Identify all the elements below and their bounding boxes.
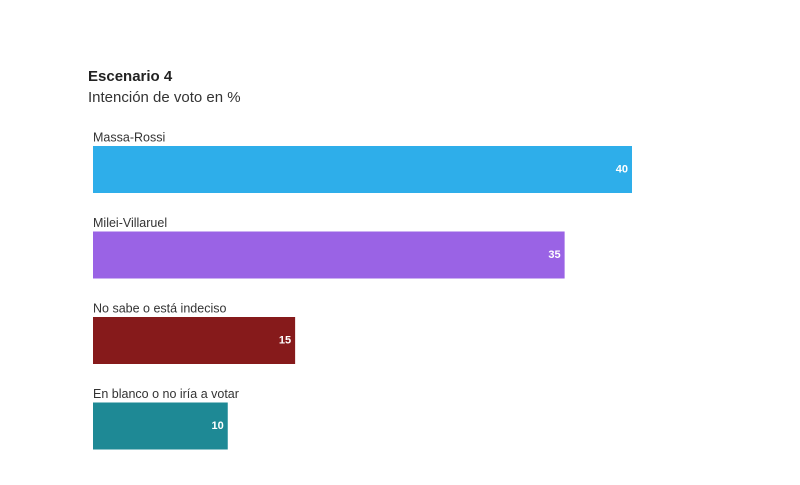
value-label: 10: [212, 420, 224, 432]
bar: [93, 317, 296, 364]
chart-title: Escenario 4: [88, 68, 173, 85]
chart-subtitle: Intención de voto en %: [88, 89, 241, 106]
bar: [93, 146, 632, 193]
category-label: No sabe o está indeciso: [93, 301, 226, 315]
value-label: 40: [616, 163, 628, 175]
category-label: En blanco o no iría a votar: [93, 387, 239, 401]
value-label: 35: [548, 249, 560, 261]
value-label: 15: [279, 334, 291, 346]
bar: [93, 402, 228, 450]
category-label: Massa-Rossi: [93, 130, 165, 144]
bar: [93, 231, 565, 279]
category-label: Milei-Villaruel: [93, 216, 167, 230]
